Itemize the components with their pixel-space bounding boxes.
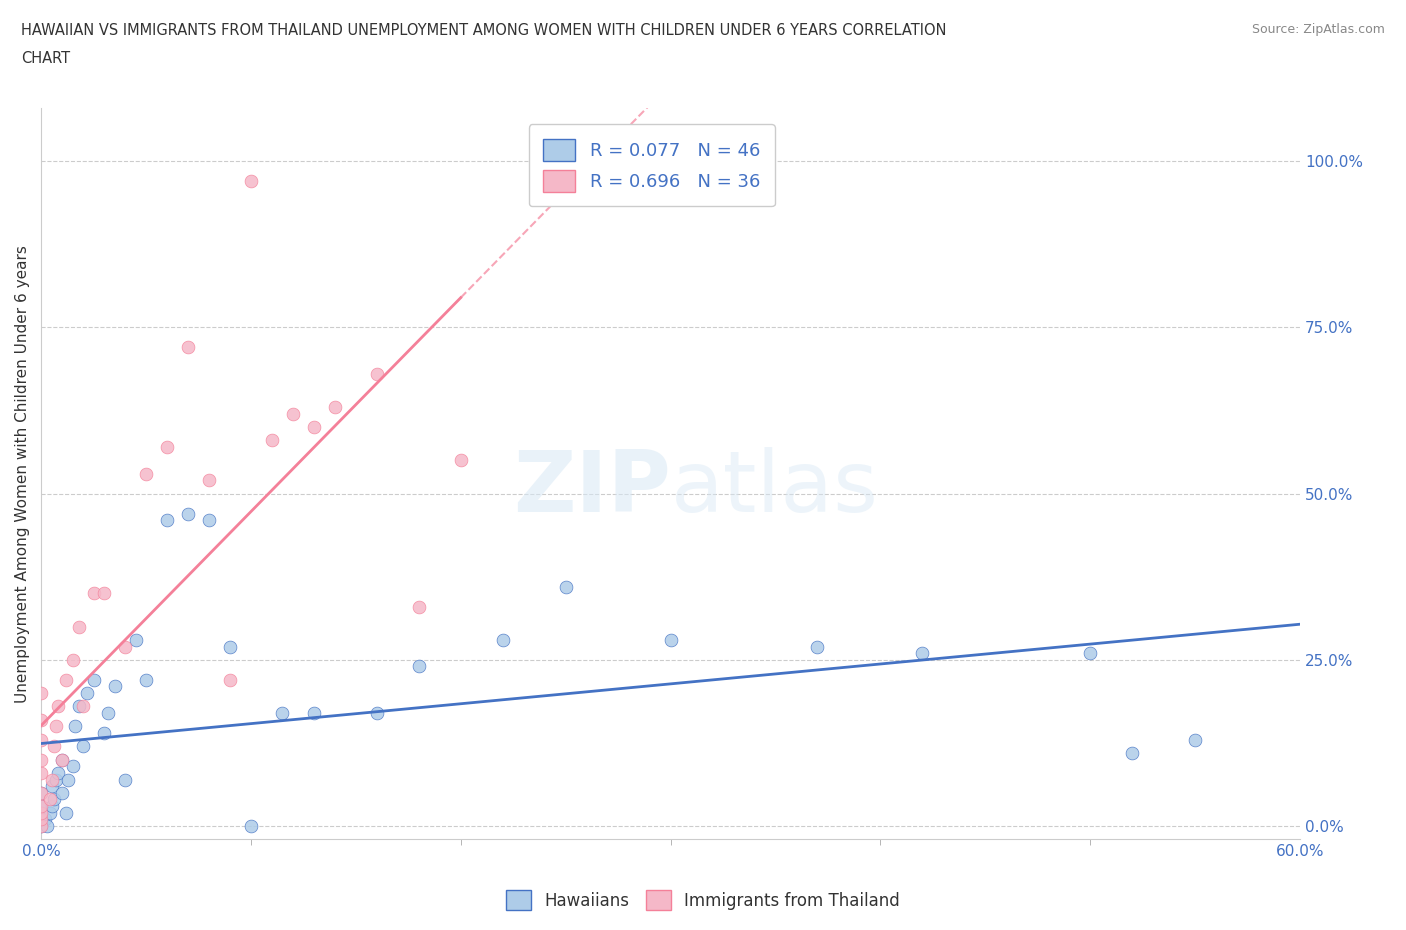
Point xyxy=(41,772,63,787)
Point xyxy=(42,738,65,753)
Point xyxy=(239,818,262,833)
Point xyxy=(103,679,125,694)
Point xyxy=(55,672,77,687)
Point xyxy=(323,400,346,415)
Point xyxy=(30,812,52,827)
Point xyxy=(30,818,52,833)
Point xyxy=(83,672,105,687)
Point xyxy=(239,174,262,189)
Point xyxy=(37,818,59,833)
Point xyxy=(51,785,73,800)
Point xyxy=(30,818,52,833)
Point xyxy=(34,812,56,827)
Point xyxy=(72,699,94,714)
Point xyxy=(30,685,52,700)
Point xyxy=(67,699,90,714)
Point xyxy=(114,639,136,654)
Point xyxy=(408,659,430,674)
Point xyxy=(67,619,90,634)
Point xyxy=(659,632,682,647)
Point xyxy=(30,805,52,820)
Point xyxy=(46,699,69,714)
Point xyxy=(97,706,120,721)
Point xyxy=(408,599,430,614)
Point xyxy=(492,632,515,647)
Text: atlas: atlas xyxy=(671,446,879,530)
Point xyxy=(45,719,67,734)
Point xyxy=(38,792,60,807)
Text: HAWAIIAN VS IMMIGRANTS FROM THAILAND UNEMPLOYMENT AMONG WOMEN WITH CHILDREN UNDE: HAWAIIAN VS IMMIGRANTS FROM THAILAND UNE… xyxy=(21,23,946,38)
Point xyxy=(51,752,73,767)
Point xyxy=(554,579,576,594)
Point xyxy=(135,466,157,481)
Point xyxy=(63,719,86,734)
Legend: R = 0.077   N = 46, R = 0.696   N = 36: R = 0.077 N = 46, R = 0.696 N = 36 xyxy=(529,125,775,206)
Point xyxy=(271,706,294,721)
Point xyxy=(72,738,94,753)
Point xyxy=(260,433,283,448)
Point xyxy=(366,366,388,381)
Point xyxy=(911,645,934,660)
Point xyxy=(62,759,84,774)
Point xyxy=(93,586,115,601)
Point xyxy=(58,772,80,787)
Point xyxy=(41,778,63,793)
Point xyxy=(83,586,105,601)
Point xyxy=(30,785,52,800)
Point xyxy=(219,639,242,654)
Point xyxy=(806,639,828,654)
Point xyxy=(1078,645,1101,660)
Point xyxy=(46,765,69,780)
Point xyxy=(302,419,325,434)
Point xyxy=(30,785,52,800)
Point xyxy=(124,632,146,647)
Point xyxy=(135,672,157,687)
Text: ZIP: ZIP xyxy=(513,446,671,530)
Point xyxy=(38,805,60,820)
Point xyxy=(55,805,77,820)
Point xyxy=(30,812,52,827)
Point xyxy=(30,752,52,767)
Point xyxy=(114,772,136,787)
Point xyxy=(30,799,52,814)
Point xyxy=(76,685,98,700)
Point xyxy=(450,453,472,468)
Point xyxy=(177,506,200,521)
Y-axis label: Unemployment Among Women with Children Under 6 years: Unemployment Among Women with Children U… xyxy=(15,245,30,702)
Point xyxy=(156,512,179,527)
Point xyxy=(156,440,179,455)
Point xyxy=(93,725,115,740)
Point xyxy=(30,799,52,814)
Point xyxy=(62,652,84,667)
Point xyxy=(281,406,304,421)
Text: CHART: CHART xyxy=(21,51,70,66)
Point xyxy=(219,672,242,687)
Point xyxy=(177,339,200,354)
Point xyxy=(30,805,52,820)
Point xyxy=(30,732,52,747)
Text: Source: ZipAtlas.com: Source: ZipAtlas.com xyxy=(1251,23,1385,36)
Point xyxy=(198,472,221,487)
Point xyxy=(302,706,325,721)
Point xyxy=(51,752,73,767)
Point xyxy=(1121,746,1143,761)
Point xyxy=(30,765,52,780)
Point xyxy=(198,512,221,527)
Legend: Hawaiians, Immigrants from Thailand: Hawaiians, Immigrants from Thailand xyxy=(499,884,907,917)
Point xyxy=(30,712,52,727)
Point xyxy=(42,792,65,807)
Point xyxy=(366,706,388,721)
Point xyxy=(41,799,63,814)
Point xyxy=(45,772,67,787)
Point xyxy=(1184,732,1206,747)
